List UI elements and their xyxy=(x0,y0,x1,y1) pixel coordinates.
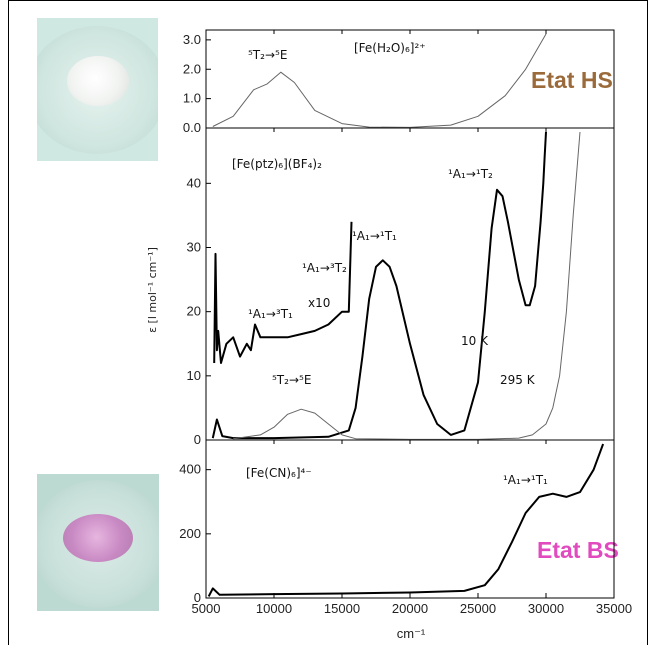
ytick-label-middle: 20 xyxy=(187,304,201,319)
photo-white-powder-dish xyxy=(37,18,158,161)
panel-frame-bottom xyxy=(205,439,615,599)
compound-label-ptz: [Fe(ptz)₆](BF₄)₂ xyxy=(232,157,322,171)
ytick-label-top: 0.0 xyxy=(183,120,201,135)
x-axis-label: cm⁻¹ xyxy=(397,626,426,641)
ytick-label-middle: 0 xyxy=(194,432,201,447)
annotation-295K: 295 K xyxy=(500,373,536,387)
photo-pink-powder-dish xyxy=(37,474,159,611)
series-line-middle-1 xyxy=(211,131,547,440)
ytick-label-bottom: 200 xyxy=(179,526,201,541)
xtick-label: 20000 xyxy=(392,601,428,616)
figure-frame xyxy=(8,0,648,645)
ytick-label-bottom: 400 xyxy=(179,462,201,477)
ytick-label-bottom: 0 xyxy=(194,590,201,605)
ytick-label-middle: 10 xyxy=(187,368,201,383)
annotation-bottom-1A1-1T1: ¹A₁→¹T₁ xyxy=(503,473,548,487)
annotation-1A1-1T1: ¹A₁→¹T₁ xyxy=(352,229,397,243)
ytick-label-top: 1.0 xyxy=(183,91,201,106)
series-line-middle-2 xyxy=(233,131,581,440)
xtick-label: 30000 xyxy=(528,601,564,616)
xtick-label: 35000 xyxy=(596,601,632,616)
panel-frame-middle xyxy=(205,127,615,441)
annotation-top-5T2-5E: ⁵T₂→⁵E xyxy=(248,48,287,62)
annotation-1A1-1T2: ¹A₁→¹T₂ xyxy=(448,167,493,181)
series-line-bottom-0 xyxy=(207,443,605,597)
series-line-middle-0 xyxy=(213,221,353,364)
annotation-1A1-3T1: ¹A₁→³T₁ xyxy=(248,307,293,321)
state-label-hs: Etat HS xyxy=(531,67,613,93)
xtick-label: 25000 xyxy=(460,601,496,616)
ytick-label-top: 2.0 xyxy=(183,61,201,76)
ytick-label-middle: 40 xyxy=(187,175,201,190)
series-line-top-0 xyxy=(212,33,547,128)
compound-label-h2o: [Fe(H₂O)₆]²⁺ xyxy=(354,41,426,55)
annotation-1A1-3T2: ¹A₁→³T₂ xyxy=(302,261,347,275)
xtick-label: 10000 xyxy=(256,601,292,616)
annotation-10K: 10 K xyxy=(461,334,489,348)
ytick-label-top: 3.0 xyxy=(183,32,201,47)
ytick-label-middle: 30 xyxy=(187,240,201,255)
annotation-middle-5T2-5E: ⁵T₂→⁵E xyxy=(272,373,311,387)
compound-label-cn: [Fe(CN)₆]⁴⁻ xyxy=(246,466,312,480)
y-axis-label: ε [l mol⁻¹ cm⁻¹] xyxy=(146,247,159,333)
xtick-label: 15000 xyxy=(324,601,360,616)
annotation-x10: x10 xyxy=(308,296,330,310)
xtick-label: 5000 xyxy=(192,601,221,616)
state-label-bs: Etat BS xyxy=(537,537,619,563)
